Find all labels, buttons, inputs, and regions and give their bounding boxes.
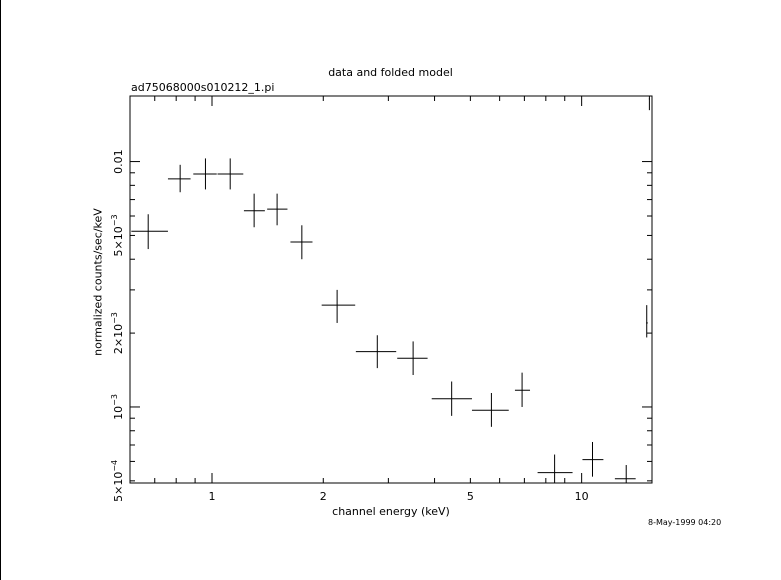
data-point — [267, 193, 288, 226]
x-axis-label: channel energy (keV) — [332, 505, 450, 518]
x-tick-label: 2 — [320, 490, 327, 503]
data-point — [648, 96, 650, 111]
plot-frame — [129, 95, 653, 484]
x-tick-label: 10 — [575, 490, 589, 503]
data-point — [290, 225, 313, 260]
y-tick-label-base: 5×10 — [112, 472, 125, 502]
y-tick-label-exponent: −3 — [110, 394, 119, 406]
y-tick-label-base: 10 — [112, 406, 125, 420]
chart-title: data and folded model — [328, 66, 453, 79]
data-point — [193, 158, 217, 190]
data-point — [514, 372, 531, 407]
y-tick-label-exponent: −4 — [110, 460, 119, 472]
x-tick-label: 1 — [209, 490, 216, 503]
data-point — [582, 441, 604, 477]
y-tick-label: 5×10−4 — [110, 460, 125, 502]
data-point — [397, 341, 428, 375]
y-tick-label: 0.01 — [112, 149, 125, 174]
y-tick-label: 2×10−3 — [110, 312, 125, 354]
y-tick-label-base: 2×10 — [112, 324, 125, 354]
timestamp-label: 8-May-1999 04:20 — [648, 518, 722, 527]
y-tick-label-base: 5×10 — [112, 226, 125, 256]
y-tick-label-exponent: −3 — [110, 312, 119, 324]
data-point — [646, 305, 648, 338]
data-point — [321, 289, 356, 323]
data-point — [243, 193, 265, 228]
chart-subtitle: ad75068000s010212_1.pi — [131, 81, 275, 94]
data-point — [431, 381, 472, 416]
y-tick-label-exponent: −3 — [110, 214, 119, 226]
data-point — [537, 454, 573, 483]
x-tick-label: 5 — [467, 490, 474, 503]
data-point — [471, 393, 509, 427]
data-point — [614, 465, 636, 483]
data-point — [217, 158, 244, 190]
data-point — [167, 164, 191, 193]
y-tick-label: 5×10−3 — [110, 214, 125, 256]
left-border-line — [0, 0, 1, 580]
y-tick-label-base: 0.01 — [112, 149, 125, 174]
y-tick-label: 10−3 — [110, 394, 125, 420]
data-point — [355, 335, 397, 369]
data-point — [131, 214, 168, 250]
